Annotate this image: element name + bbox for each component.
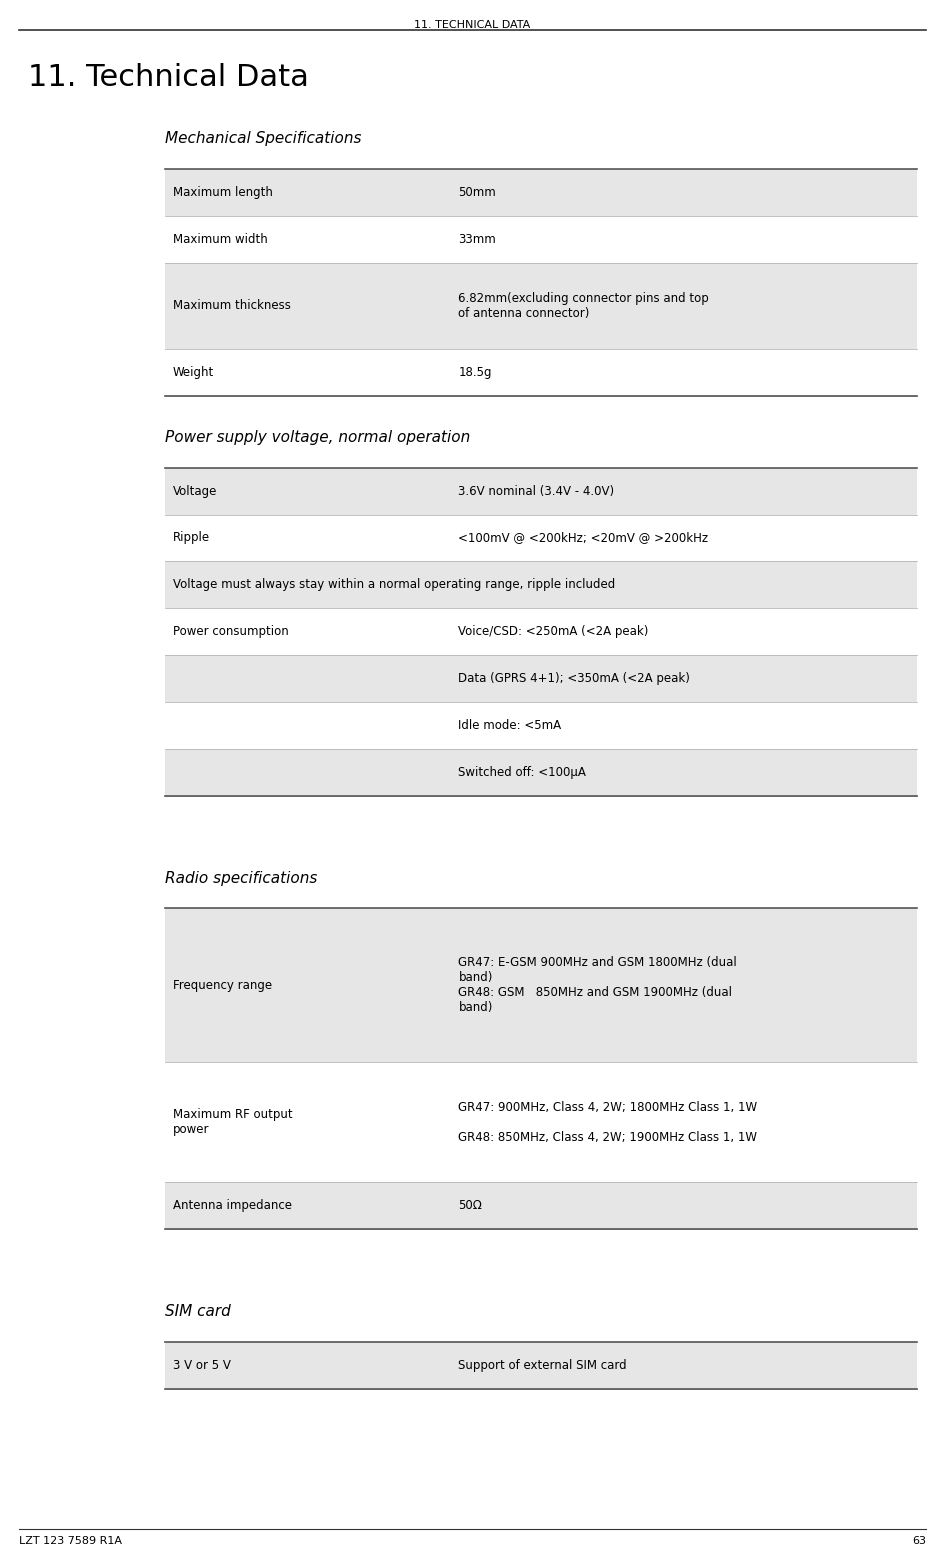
Bar xyxy=(165,908,916,1063)
Text: Voltage must always stay within a normal operating range, ripple included: Voltage must always stay within a normal… xyxy=(173,578,615,591)
Text: Antenna impedance: Antenna impedance xyxy=(173,1199,292,1213)
Text: 18.5g: 18.5g xyxy=(458,366,492,378)
Text: Voice/CSD: <250mA (<2A peak): Voice/CSD: <250mA (<2A peak) xyxy=(458,625,649,638)
Text: SIM card: SIM card xyxy=(165,1304,231,1319)
Text: 3 V or 5 V: 3 V or 5 V xyxy=(173,1358,230,1372)
Text: Maximum width: Maximum width xyxy=(173,233,267,245)
Text: 11. TECHNICAL DATA: 11. TECHNICAL DATA xyxy=(413,19,531,30)
Bar xyxy=(165,1341,916,1388)
Bar xyxy=(165,169,916,216)
Text: Voltage: Voltage xyxy=(173,485,217,497)
Text: Ripple: Ripple xyxy=(173,531,210,544)
Text: Data (GPRS 4+1); <350mA (<2A peak): Data (GPRS 4+1); <350mA (<2A peak) xyxy=(458,672,689,685)
Bar xyxy=(165,655,916,702)
Text: GR47: 900MHz, Class 4, 2W; 1800MHz Class 1, 1W

GR48: 850MHz, Class 4, 2W; 1900M: GR47: 900MHz, Class 4, 2W; 1800MHz Class… xyxy=(458,1100,757,1144)
Text: Weight: Weight xyxy=(173,366,214,378)
Text: Radio specifications: Radio specifications xyxy=(165,871,317,886)
Text: Support of external SIM card: Support of external SIM card xyxy=(458,1358,627,1372)
Text: LZT 123 7589 R1A: LZT 123 7589 R1A xyxy=(19,1536,122,1546)
Bar xyxy=(165,1182,916,1229)
Text: Maximum RF output
power: Maximum RF output power xyxy=(173,1108,293,1136)
Text: Maximum thickness: Maximum thickness xyxy=(173,299,291,313)
Text: Idle mode: <5mA: Idle mode: <5mA xyxy=(458,719,561,731)
Text: Switched off: <100µA: Switched off: <100µA xyxy=(458,766,585,778)
Text: 50Ω: 50Ω xyxy=(458,1199,481,1213)
Text: Frequency range: Frequency range xyxy=(173,978,272,993)
Text: Maximum length: Maximum length xyxy=(173,186,273,199)
Bar xyxy=(165,749,916,796)
Text: 3.6V nominal (3.4V - 4.0V): 3.6V nominal (3.4V - 4.0V) xyxy=(458,485,614,497)
Text: <100mV @ <200kHz; <20mV @ >200kHz: <100mV @ <200kHz; <20mV @ >200kHz xyxy=(458,531,708,544)
Bar xyxy=(165,263,916,349)
Text: Power supply voltage, normal operation: Power supply voltage, normal operation xyxy=(165,430,470,445)
Text: 50mm: 50mm xyxy=(458,186,496,199)
Bar xyxy=(165,561,916,608)
Text: 11. Technical Data: 11. Technical Data xyxy=(28,63,309,92)
Text: 33mm: 33mm xyxy=(458,233,496,245)
Text: Power consumption: Power consumption xyxy=(173,625,288,638)
Text: Mechanical Specifications: Mechanical Specifications xyxy=(165,131,362,147)
Text: 63: 63 xyxy=(911,1536,925,1546)
Bar xyxy=(165,467,916,514)
Text: 6.82mm(excluding connector pins and top
of antenna connector): 6.82mm(excluding connector pins and top … xyxy=(458,292,708,320)
Text: GR47: E-GSM 900MHz and GSM 1800MHz (dual
band)
GR48: GSM   850MHz and GSM 1900MH: GR47: E-GSM 900MHz and GSM 1800MHz (dual… xyxy=(458,957,736,1014)
